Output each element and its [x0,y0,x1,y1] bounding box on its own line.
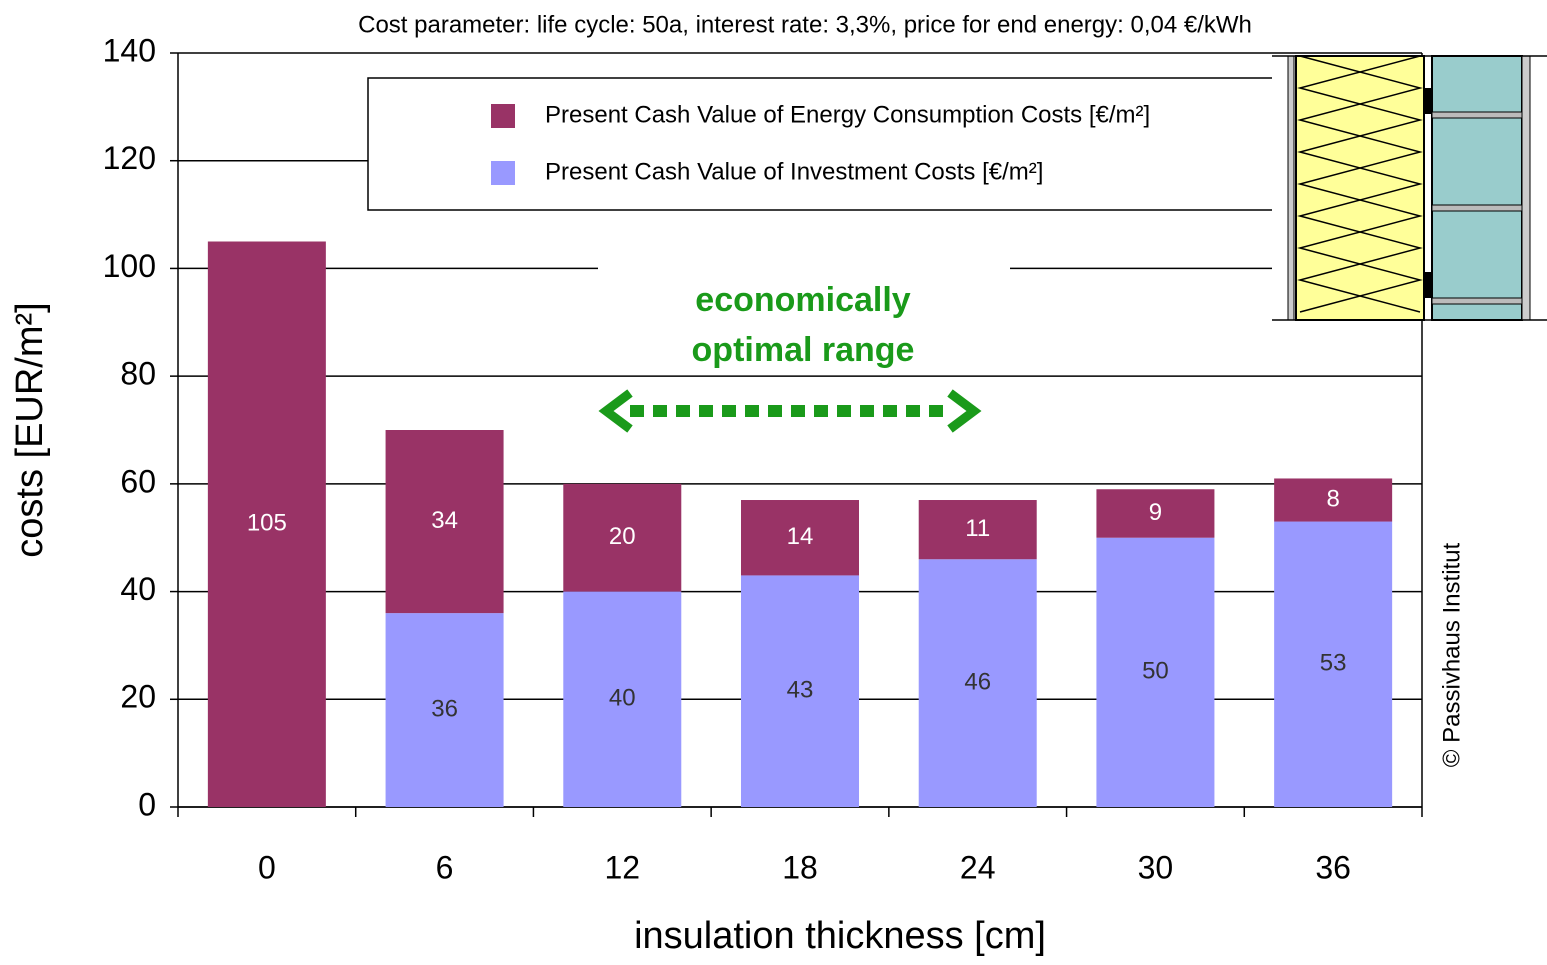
range-arrow-head [950,393,974,429]
x-tick-label: 36 [1315,849,1351,885]
legend-label: Present Cash Value of Investment Costs [… [545,158,1043,185]
credit: © Passivhaus Institut [1438,542,1465,767]
data-label: 36 [431,695,458,722]
y-tick-label: 60 [120,463,156,499]
range-arrow [606,393,974,429]
fixing [1424,88,1432,114]
x-tick-label: 24 [960,849,996,885]
data-label: 20 [609,523,636,550]
fixing [1424,272,1432,298]
panel-stud [1432,205,1522,211]
panel [1432,56,1522,320]
y-tick-label: 100 [103,248,156,284]
data-label: 50 [1142,658,1169,685]
annotation-background [598,262,1010,274]
annotation: economically [695,281,911,319]
data-label: 40 [609,685,636,712]
data-label: 46 [964,668,991,695]
legend-label: Present Cash Value of Energy Consumption… [545,101,1150,128]
wall-illustration [1272,55,1547,321]
legend-box [368,78,1298,210]
x-tick-label: 30 [1138,849,1174,885]
y-tick-label: 40 [120,571,156,607]
y-tick-label: 80 [120,356,156,392]
legend-swatch [491,161,515,185]
chart-title: Cost parameter: life cycle: 50a, interes… [358,11,1252,38]
data-label: 34 [431,507,458,534]
data-label: 8 [1326,485,1339,512]
wall-layer [1288,56,1294,320]
range-arrow-head [606,393,630,429]
data-label: 53 [1320,650,1347,677]
x-tick-label: 6 [436,849,454,885]
panel-stud [1432,298,1522,304]
wall-layer [1522,56,1530,320]
x-tick-label: 12 [604,849,640,885]
y-tick-label: 0 [138,786,156,822]
y-tick-label: 120 [103,140,156,176]
x-tick-label: 0 [258,849,276,885]
data-label: 14 [787,523,814,550]
chart: Cost parameter: life cycle: 50a, interes… [0,0,1547,965]
x-axis-title: insulation thickness [cm] [634,915,1046,957]
annotation: optimal range [692,331,915,369]
legend-swatch [491,104,515,128]
x-tick-label: 18 [782,849,818,885]
panel-stud [1432,112,1522,118]
y-axis-title: costs [EUR/m²] [9,302,51,557]
data-label: 105 [247,510,287,537]
data-label: 11 [965,515,990,542]
y-tick-label: 140 [103,32,156,68]
data-label: 9 [1149,499,1162,526]
y-tick-label: 20 [120,679,156,715]
data-label: 43 [787,677,814,704]
